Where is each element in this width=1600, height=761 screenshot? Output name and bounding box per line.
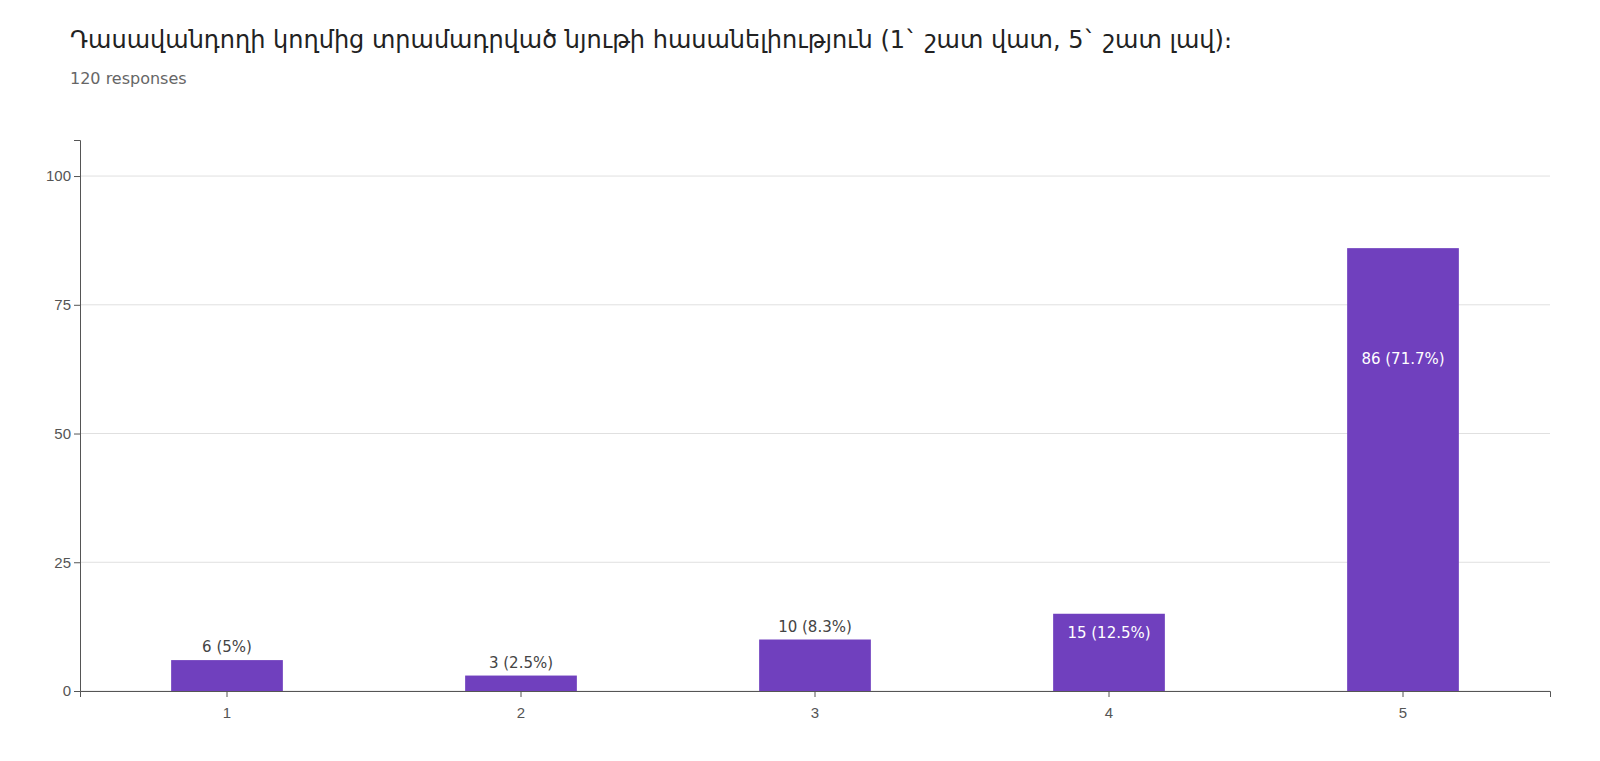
data-labels: 6 (5%) 3 (2.5%) 10 (8.3%) 15 (12.5%) 86 (71.… xyxy=(202,350,1445,671)
x-tick-label: 3 xyxy=(811,704,819,721)
x-tick-mark xyxy=(1109,691,1110,697)
y-tick-label: 50 xyxy=(54,425,71,442)
x-tick: 1 xyxy=(223,691,231,721)
y-tick-label: 75 xyxy=(54,296,71,313)
bar xyxy=(171,660,283,691)
x-tick-mark xyxy=(815,691,816,697)
subtitle: 120 responses xyxy=(70,69,187,88)
x-tick-label: 2 xyxy=(517,704,525,721)
x-axis-line xyxy=(81,692,1551,698)
data-label: 3 (2.5%) xyxy=(489,654,553,672)
grid-line xyxy=(80,304,1550,305)
y-tick: 100 xyxy=(46,167,80,184)
x-tick-label: 5 xyxy=(1399,704,1407,721)
data-label: 15 (12.5%) xyxy=(1067,624,1150,642)
y-tick-mark xyxy=(74,305,80,306)
x-tick-mark xyxy=(227,691,228,697)
grid-line xyxy=(80,562,1550,563)
y-tick: 25 xyxy=(54,554,80,571)
x-tick: 4 xyxy=(1105,691,1113,721)
y-tick: 75 xyxy=(54,296,80,313)
x-axis: 1 2 3 4 5 xyxy=(81,691,1551,721)
bars xyxy=(171,248,1459,691)
bar xyxy=(465,676,577,691)
grid-line xyxy=(80,176,1550,177)
x-tick-mark xyxy=(1403,691,1404,697)
data-label: 6 (5%) xyxy=(202,638,252,656)
bar xyxy=(1053,614,1165,691)
bar xyxy=(759,640,871,691)
y-tick-label: 25 xyxy=(54,554,71,571)
x-tick: 2 xyxy=(517,691,525,721)
grid-line xyxy=(80,433,1550,434)
x-tick: 5 xyxy=(1399,691,1407,721)
y-tick-label: 100 xyxy=(46,167,71,184)
y-axis-line xyxy=(74,141,81,692)
chart-svg: Դասավանդողի կողմից տրամադրված նյութի հաս… xyxy=(0,0,1600,761)
y-tick-mark xyxy=(74,434,80,435)
y-axis: 0 25 50 75 100 xyxy=(46,141,81,700)
plot: 0 25 50 75 100 1 2 3 4 5 6 (5%) 3 (2.5%) 10 (8.3%) 15… xyxy=(46,141,1551,721)
x-tick-label: 1 xyxy=(223,704,231,721)
y-tick-mark xyxy=(74,176,80,177)
bar xyxy=(1347,248,1459,691)
title: Դասավանդողի կողմից տրամադրված նյութի հաս… xyxy=(70,26,1232,54)
x-tick-label: 4 xyxy=(1105,704,1113,721)
y-tick: 0 xyxy=(63,682,80,699)
grid xyxy=(80,176,1550,691)
x-tick: 3 xyxy=(811,691,819,721)
data-label: 10 (8.3%) xyxy=(778,618,852,636)
x-tick-mark xyxy=(521,691,522,697)
y-tick: 50 xyxy=(54,425,80,442)
data-label: 86 (71.7%) xyxy=(1361,350,1444,368)
y-tick-label: 0 xyxy=(63,682,71,699)
y-tick-mark xyxy=(74,562,80,563)
y-tick-mark xyxy=(74,691,80,692)
